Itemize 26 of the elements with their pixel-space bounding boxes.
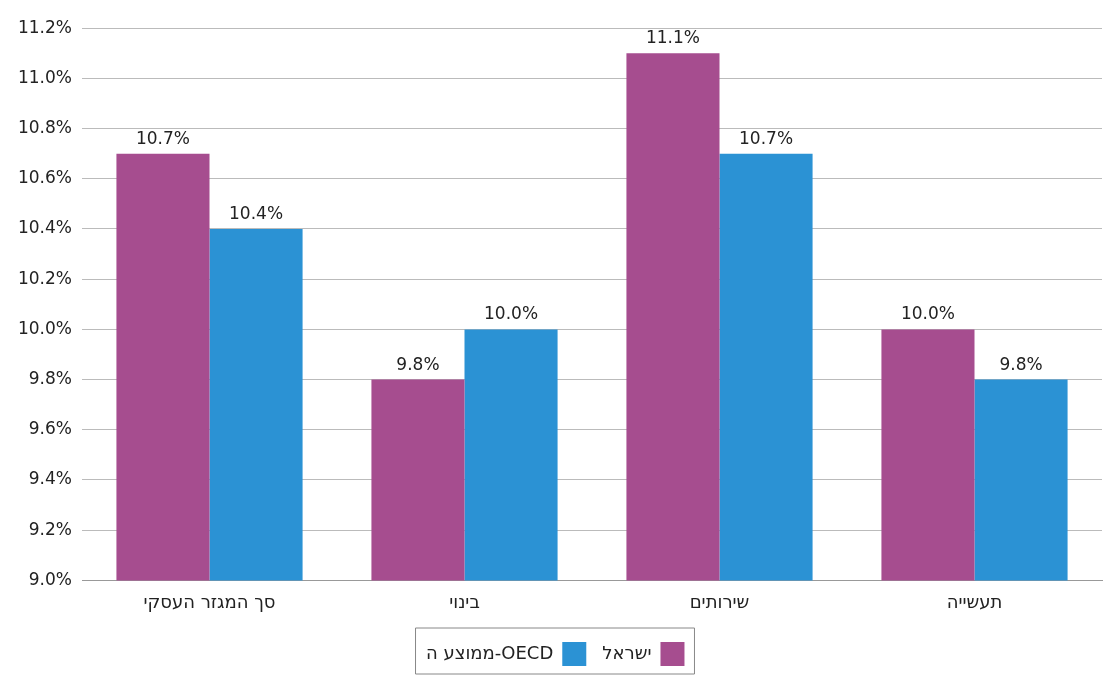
y-tick-label: 9.4% xyxy=(28,468,72,489)
y-tick-label: 10.0% xyxy=(17,317,72,338)
data-label: 11.1% xyxy=(645,27,700,48)
y-tick-label: 10.4% xyxy=(17,217,72,238)
y-tick-label: 10.8% xyxy=(17,117,72,138)
data-label: 10.7% xyxy=(739,127,794,148)
x-tick-label: תעשייה xyxy=(946,590,1003,612)
x-tick-label: בינוי xyxy=(449,590,480,612)
y-tick-label: 10.2% xyxy=(17,267,72,288)
y-tick-label: 10.6% xyxy=(17,167,72,188)
legend-label: ממוצע ה-OECD xyxy=(426,641,554,663)
data-label: 10.0% xyxy=(900,303,955,324)
data-label: 10.0% xyxy=(484,303,539,324)
data-label: 9.8% xyxy=(999,353,1043,374)
data-label: 10.7% xyxy=(135,127,190,148)
y-tick-label: 9.0% xyxy=(28,568,72,589)
x-tick-label: סך המגזר העסקי xyxy=(143,590,276,612)
x-tick-label: שירותים xyxy=(689,590,750,612)
y-tick-label: 11.2% xyxy=(17,16,72,37)
y-tick-label: 11.0% xyxy=(17,66,72,87)
y-tick-label: 9.6% xyxy=(28,418,72,439)
data-label: 9.8% xyxy=(396,353,440,374)
y-tick-label: 9.2% xyxy=(28,518,72,539)
y-tick-label: 9.8% xyxy=(28,368,72,389)
data-label: 10.4% xyxy=(229,202,284,223)
legend-label: ישראל xyxy=(602,641,652,663)
